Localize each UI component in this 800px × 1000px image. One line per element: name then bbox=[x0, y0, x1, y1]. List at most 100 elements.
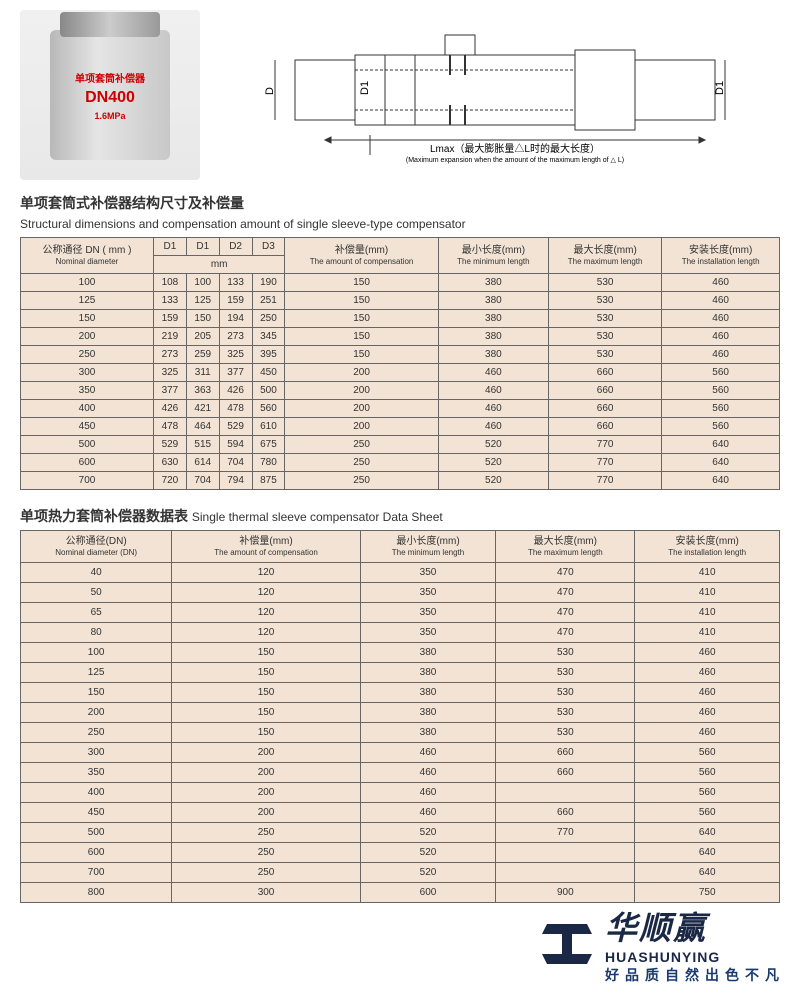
cell: 410 bbox=[635, 563, 780, 583]
cell: 530 bbox=[548, 310, 661, 328]
table1-body: 1001081001331901503805304601251331251592… bbox=[21, 274, 780, 490]
cell: 450 bbox=[21, 803, 172, 823]
cell: 520 bbox=[360, 843, 495, 863]
cell: 515 bbox=[186, 436, 219, 454]
section1-title-en: Structural dimensions and compensation a… bbox=[0, 217, 800, 237]
cell: 377 bbox=[153, 382, 186, 400]
cell: 460 bbox=[438, 400, 548, 418]
table2-head: 公称通径(DN)Nominal diameter (DN)补偿量(mm)The … bbox=[21, 531, 780, 563]
cell: 460 bbox=[635, 723, 780, 743]
table-row: 65120350470410 bbox=[21, 603, 780, 623]
cell: 380 bbox=[438, 346, 548, 364]
cell: 250 bbox=[252, 310, 285, 328]
cell: 500 bbox=[21, 823, 172, 843]
cell: 133 bbox=[153, 292, 186, 310]
table-row: 600630614704780250520770640 bbox=[21, 454, 780, 472]
table-row: 300325311377450200460660560 bbox=[21, 364, 780, 382]
cell: 460 bbox=[635, 683, 780, 703]
cell: 350 bbox=[360, 603, 495, 623]
t1-h4: D3 bbox=[252, 238, 285, 256]
product-body: 单项套筒补偿器 DN400 1.6MPa bbox=[50, 30, 170, 160]
cell: 380 bbox=[360, 663, 495, 683]
cell: 410 bbox=[635, 603, 780, 623]
cell: 875 bbox=[252, 472, 285, 490]
cell: 150 bbox=[172, 683, 360, 703]
svg-text:D1: D1 bbox=[359, 81, 371, 95]
cell: 614 bbox=[186, 454, 219, 472]
cell: 395 bbox=[252, 346, 285, 364]
cell: 594 bbox=[219, 436, 252, 454]
cell: 150 bbox=[21, 310, 154, 328]
cell: 125 bbox=[21, 292, 154, 310]
cell bbox=[496, 783, 635, 803]
cell: 460 bbox=[662, 310, 780, 328]
cell: 108 bbox=[153, 274, 186, 292]
cell: 530 bbox=[548, 274, 661, 292]
cell: 660 bbox=[496, 763, 635, 783]
cell: 660 bbox=[548, 418, 661, 436]
product-label-3: 1.6MPa bbox=[94, 111, 125, 121]
cell bbox=[496, 863, 635, 883]
cell: 520 bbox=[438, 454, 548, 472]
cell: 560 bbox=[252, 400, 285, 418]
cell: 380 bbox=[438, 310, 548, 328]
cell: 460 bbox=[662, 274, 780, 292]
table-row: 350200460660560 bbox=[21, 763, 780, 783]
cell: 660 bbox=[496, 803, 635, 823]
cell: 200 bbox=[21, 703, 172, 723]
cell: 660 bbox=[548, 382, 661, 400]
cell: 150 bbox=[285, 328, 438, 346]
table-row: 700720704794875250520770640 bbox=[21, 472, 780, 490]
cell: 460 bbox=[438, 382, 548, 400]
cell: 640 bbox=[635, 863, 780, 883]
logo-icon bbox=[537, 919, 597, 969]
cell: 478 bbox=[153, 418, 186, 436]
cell: 410 bbox=[635, 623, 780, 643]
cell: 560 bbox=[635, 803, 780, 823]
table-row: 250273259325395150380530460 bbox=[21, 346, 780, 364]
cell: 600 bbox=[21, 843, 172, 863]
cell: 200 bbox=[172, 763, 360, 783]
watermark-cn: 华顺赢 bbox=[605, 903, 785, 949]
cell: 150 bbox=[285, 310, 438, 328]
cell: 500 bbox=[252, 382, 285, 400]
section1-title-cn: 单项套筒式补偿器结构尺寸及补偿量 bbox=[0, 185, 800, 217]
watermark-slogan: 好品质自然出色不凡 bbox=[605, 965, 785, 985]
cell: 150 bbox=[285, 274, 438, 292]
cell: 200 bbox=[285, 400, 438, 418]
cell: 400 bbox=[21, 400, 154, 418]
table1-wrap: 公称通径 DN ( mm )Nominal diameter D1 D1 D2 … bbox=[0, 237, 800, 498]
cell: 770 bbox=[548, 454, 661, 472]
cell: 410 bbox=[635, 583, 780, 603]
table-row: 125133125159251150380530460 bbox=[21, 292, 780, 310]
t1-mm: mm bbox=[153, 256, 284, 274]
cell: 560 bbox=[635, 743, 780, 763]
product-cap bbox=[60, 12, 160, 37]
cell: 250 bbox=[21, 723, 172, 743]
cell: 770 bbox=[548, 472, 661, 490]
svg-text:D1: D1 bbox=[714, 81, 726, 95]
cell: 250 bbox=[285, 454, 438, 472]
cell bbox=[496, 843, 635, 863]
table-row: 50120350470410 bbox=[21, 583, 780, 603]
cell: 200 bbox=[285, 364, 438, 382]
table-row: 700250520640 bbox=[21, 863, 780, 883]
cell: 704 bbox=[219, 454, 252, 472]
cell: 133 bbox=[219, 274, 252, 292]
cell: 250 bbox=[172, 843, 360, 863]
cell: 630 bbox=[153, 454, 186, 472]
cell: 190 bbox=[252, 274, 285, 292]
t1-h2: D1 bbox=[186, 238, 219, 256]
cell: 350 bbox=[21, 382, 154, 400]
table-row: 500250520770640 bbox=[21, 823, 780, 843]
cell: 660 bbox=[548, 364, 661, 382]
svg-text:D: D bbox=[264, 87, 276, 95]
cell: 380 bbox=[438, 274, 548, 292]
cell: 470 bbox=[496, 563, 635, 583]
cell: 460 bbox=[360, 763, 495, 783]
cell: 460 bbox=[662, 292, 780, 310]
table-row: 125150380530460 bbox=[21, 663, 780, 683]
cell: 350 bbox=[360, 563, 495, 583]
cell: 311 bbox=[186, 364, 219, 382]
cell: 363 bbox=[186, 382, 219, 400]
